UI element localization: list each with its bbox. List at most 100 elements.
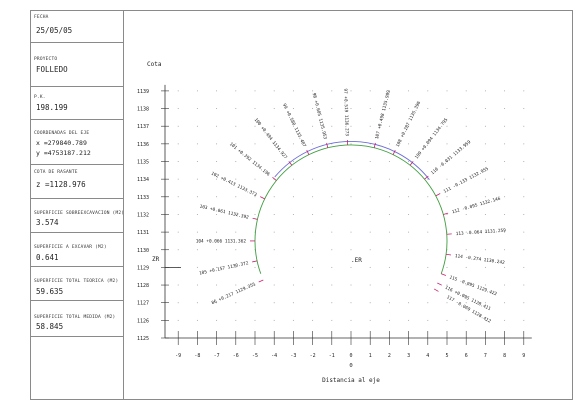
grid-dot [408,284,410,286]
grid-dot [312,319,314,321]
measurement-tick [435,193,441,197]
panel-proyecto: PROYECTO FOLLEDO [31,43,123,87]
grid-dot [216,108,218,110]
grid-dot [504,213,506,215]
y-tick-label: 1132 [137,212,149,218]
grid-dot [235,249,237,251]
grid-dot [350,213,352,215]
grid-dot [388,266,390,268]
grid-dot [369,108,371,110]
grid-dot [484,249,486,251]
grid-dot [273,266,275,268]
grid-dot [292,108,294,110]
y-tick-label: 1138 [137,107,149,113]
grid-dot [446,284,448,286]
y-tick-label: 1139 [137,89,149,95]
grid-dot [196,90,198,92]
grid-dot [196,302,198,304]
grid-dot [177,196,179,198]
grid-dot [504,108,506,110]
grid-dot [196,319,198,321]
grid-dot [446,319,448,321]
grid-dot [273,249,275,251]
panel-cota-rasante: COTA DE RASANTE z =1128.976 [31,165,123,199]
measurement-point-label: 102 +0.413 1133.373 [210,171,258,199]
grid-dot [523,196,525,198]
grid-dot [273,90,275,92]
measurement-point-label: 113 -0.064 1131.259 [456,228,507,238]
grid-dot [484,231,486,233]
grid-dot [292,266,294,268]
grid-dot [312,108,314,110]
grid-dot [254,196,256,198]
coordenadas-label: COORDENADAS DEL EJE [34,131,90,136]
grid-dot [350,302,352,304]
measurement-point-label: 97 +0.519 1136.273 [342,88,350,136]
grid-dot [331,284,333,286]
measurement-tick [373,142,376,148]
grid-dot [216,231,218,233]
y-tick-label: 1133 [137,195,149,201]
grid-dot [465,178,467,180]
grid-dot [216,266,218,268]
grid-dot [484,143,486,145]
grid-dot [484,266,486,268]
grid-dot [484,319,486,321]
measurement-tick [441,273,447,276]
measurement-tick [392,149,396,155]
grid-dot [273,196,275,198]
grid-dot [273,284,275,286]
grid-dot [312,90,314,92]
grid-dot [427,125,429,127]
grid-dot [312,196,314,198]
grid-dot [427,302,429,304]
grid-dot [408,196,410,198]
grid-dot [408,90,410,92]
panel-total-medida: SUPERFICIE TOTAL MEDIDA (m2) 58.845 [31,301,123,337]
grid-dot [446,302,448,304]
grid-dot [388,143,390,145]
grid-dot [273,319,275,321]
fecha-label: FECHA [34,15,49,20]
proyecto-value: FOLLEDO [36,65,68,74]
grid-dot [523,161,525,162]
grid-dot [196,125,198,127]
grid-dot [350,249,352,251]
grid-dot [369,302,371,304]
grid-dot [177,302,179,304]
panel-sobreexcavacion: SUPERFICIE SOBREEXCAVACION (m2) 3.574 [31,199,124,233]
grid-dot [292,213,294,215]
grid-dot [504,161,506,162]
grid-dot [350,125,352,127]
grid-dot [369,249,371,251]
grid-dot [484,161,486,162]
x-tick-label: 2 [388,353,391,359]
grid-dot [331,90,333,92]
grid-dot [312,284,314,286]
grid-dot [254,213,256,215]
grid-dot [235,125,237,127]
grid-dot [388,319,390,321]
grid-dot [388,302,390,304]
grid-dot [177,161,179,162]
y-tick-label: 1127 [137,301,149,307]
measurement-tick [252,260,258,263]
y-tick-label: 1129 [137,265,149,271]
grid-dot [292,302,294,304]
grid-dot [388,90,390,92]
y-tick-label: 1136 [137,142,149,148]
x-tick-label: 3 [407,353,410,359]
grid-dot [254,161,256,162]
grid-dot [369,231,371,233]
grid-dot [235,90,237,92]
grid-dot [350,161,352,162]
grid-dot [331,196,333,198]
grid-dot [350,284,352,286]
grid-dot [312,302,314,304]
x-tick-label: 6 [465,353,468,359]
x-tick-label: 5 [445,353,448,359]
grid-dot [465,161,467,162]
sobreexcavacion-value: 3.574 [36,218,59,227]
grid-dot [465,319,467,321]
grid-dot [369,161,371,162]
